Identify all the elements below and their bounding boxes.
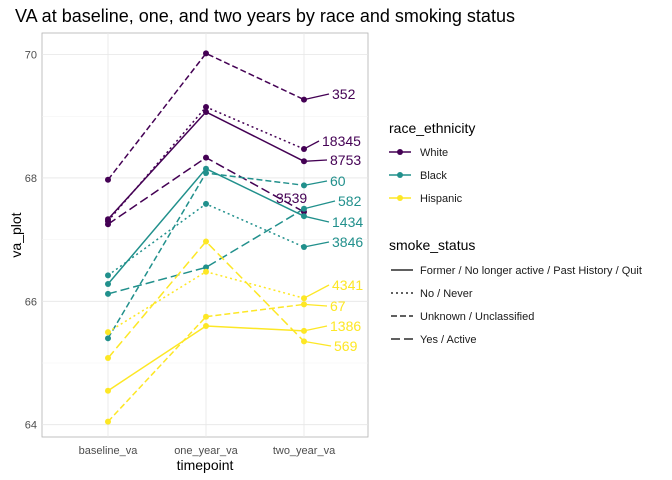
label-leader <box>303 215 330 223</box>
label-leader <box>303 200 336 210</box>
data-point <box>203 165 209 172</box>
label-leader <box>303 325 328 332</box>
y-tick-label: 66 <box>25 296 37 308</box>
legend-race: race_ethnicity White Black Hispanic <box>389 120 475 205</box>
legend-race-label: Hispanic <box>420 193 463 205</box>
label-leader <box>303 241 330 248</box>
data-point <box>203 268 209 275</box>
data-point <box>105 335 111 342</box>
legend-key-point <box>397 149 403 155</box>
data-point <box>105 355 111 362</box>
series-points <box>105 50 307 425</box>
series-line <box>107 303 305 423</box>
label-leader <box>303 159 328 162</box>
data-point <box>203 108 209 115</box>
data-point <box>203 238 209 245</box>
chart-title: VA at baseline, one, and two years by ra… <box>15 6 515 26</box>
label-leader <box>303 93 330 101</box>
end-label: 352 <box>332 86 356 102</box>
end-label: 18345 <box>322 133 361 149</box>
end-label: 1434 <box>332 214 363 230</box>
end-label: 1386 <box>330 318 361 334</box>
legend-smoke: smoke_status Former / No longer active /… <box>389 237 642 346</box>
data-point <box>203 322 209 329</box>
end-label: 8753 <box>330 152 361 168</box>
legend-race-label: Black <box>420 170 447 182</box>
legend-race-label: White <box>420 147 448 159</box>
data-point <box>203 50 209 57</box>
end-label: 4341 <box>332 277 363 293</box>
x-axis-ticks: baseline_va one_year_va two_year_va <box>79 445 336 457</box>
label-leader <box>303 340 332 347</box>
label-leader <box>303 140 320 150</box>
label-leader <box>303 180 328 186</box>
legend-smoke-title: smoke_status <box>389 237 475 253</box>
grid-lines <box>42 33 368 437</box>
end-labels: 8753 18345 352 3539 1434 3846 60 582 1386 4341 67 5… <box>276 86 363 354</box>
series-line <box>107 208 305 295</box>
data-point <box>105 221 111 228</box>
legend-key-point <box>397 195 403 201</box>
end-label: 3846 <box>332 234 363 250</box>
end-label: 60 <box>330 173 346 189</box>
plot-panel <box>41 32 369 438</box>
end-label: 569 <box>334 338 358 354</box>
data-point <box>105 290 111 297</box>
legend-race-title: race_ethnicity <box>389 120 475 136</box>
y-tick-label: 64 <box>25 420 37 432</box>
data-point <box>105 176 111 183</box>
x-axis-title: timepoint <box>177 457 234 473</box>
x-tick-label: one_year_va <box>174 445 238 457</box>
end-label: 3539 <box>276 190 307 206</box>
label-leader <box>303 303 328 307</box>
y-axis-title: va_plot <box>8 212 24 257</box>
legend-smoke-label: Yes / Active <box>420 334 476 346</box>
legend-smoke-label: Unknown / Unclassified <box>420 311 534 323</box>
data-point <box>203 154 209 161</box>
data-point <box>105 281 111 288</box>
y-axis-ticks: 64 66 68 70 <box>25 50 37 432</box>
data-point <box>203 170 209 177</box>
legend-smoke-label: Former / No longer active / Past History… <box>420 265 642 277</box>
legend-key-point <box>397 172 403 178</box>
legend-smoke-label: No / Never <box>420 288 473 300</box>
x-tick-label: two_year_va <box>273 445 336 457</box>
data-point <box>203 264 209 271</box>
label-leader <box>303 284 330 299</box>
data-point <box>203 104 209 111</box>
end-label: 67 <box>330 298 346 314</box>
data-point <box>105 329 111 336</box>
data-point <box>105 387 111 394</box>
end-label: 582 <box>338 193 362 209</box>
data-point <box>203 313 209 320</box>
y-tick-label: 68 <box>25 173 37 185</box>
data-point <box>105 272 111 279</box>
x-tick-label: baseline_va <box>79 445 139 457</box>
data-point <box>203 200 209 207</box>
data-point <box>105 418 111 425</box>
y-tick-label: 70 <box>25 50 37 62</box>
